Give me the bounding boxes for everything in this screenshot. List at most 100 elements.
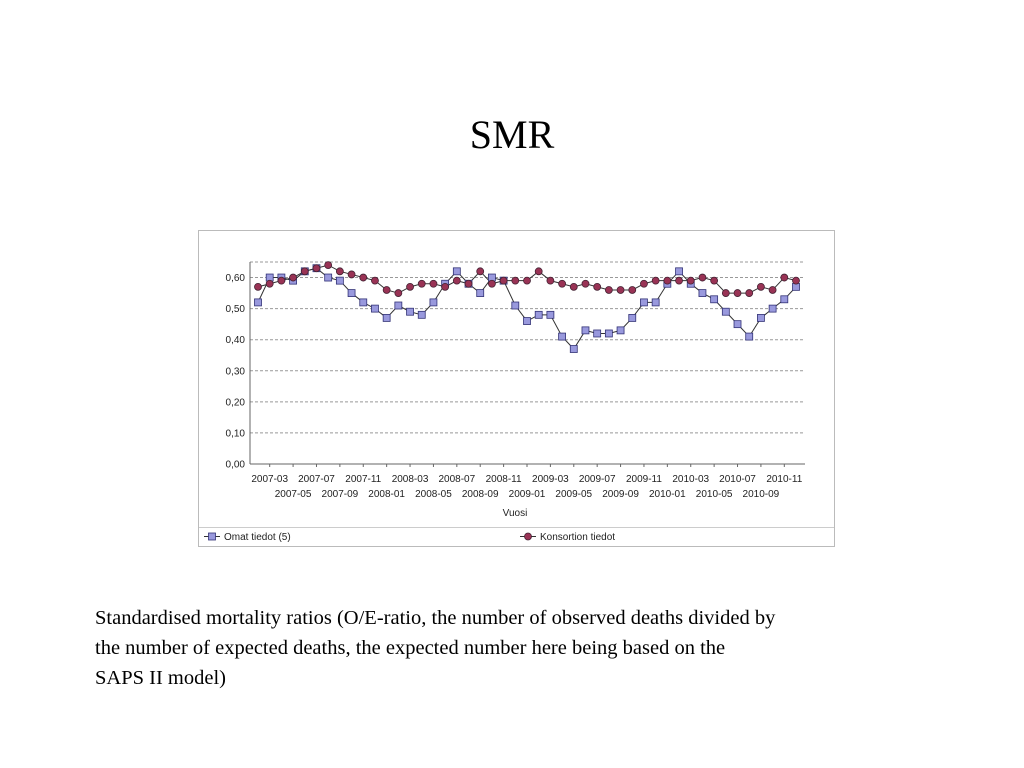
circle-marker [745,289,754,297]
circle-marker [300,267,309,276]
circle-marker [616,286,625,294]
caption-line: SAPS II model) [95,667,226,689]
legend-label: Konsortion tiedot [540,532,615,543]
y-tick-label: 0,10 [226,428,246,439]
circle-marker [394,289,403,297]
square-marker [569,345,578,353]
x-tick-label: 2010-05 [696,489,733,500]
circle-marker [335,267,344,276]
square-marker [733,320,742,329]
x-tick-label: 2008-11 [486,474,522,485]
y-tick-label: 0,30 [226,366,246,377]
square-marker [745,332,754,341]
square-marker [382,314,391,322]
circle-marker [429,279,438,288]
y-tick-label: 0,00 [226,460,246,471]
x-tick-label: 2009-05 [555,489,592,500]
square-marker [698,289,707,297]
caption-line: Standardised mortality ratios (O/E-ratio… [95,607,776,629]
square-marker [394,301,403,310]
circle-marker [277,276,286,285]
y-tick-label: 0,40 [226,335,246,346]
square-marker [780,295,789,304]
circle-marker [289,273,297,282]
x-tick-label: 2007-09 [322,489,359,500]
circle-marker [581,279,590,288]
x-tick-label: 2009-03 [532,474,569,485]
circle-marker [546,276,555,285]
circle-marker [757,282,765,291]
x-tick-label: 2008-05 [415,489,452,500]
circle-marker [511,276,520,285]
circle-marker [604,286,613,294]
x-tick-label: 2009-09 [602,489,639,500]
slide-title: SMR [470,112,555,157]
x-tick-label: 2007-03 [251,474,288,485]
square-marker [511,301,520,310]
circle-marker [371,276,379,285]
square-marker [721,307,730,316]
circle-marker [534,267,543,276]
circle-marker [710,276,719,285]
x-tick-label: 2008-07 [438,474,475,485]
circle-marker [721,289,730,297]
circle-marker [675,276,683,285]
circle-marker [452,276,461,285]
x-tick-label: 2010-03 [672,474,709,485]
x-tick-label: 2008-01 [368,489,405,500]
square-marker [476,289,485,297]
square-marker [710,295,719,304]
circle-marker [628,286,637,294]
circle-marker [524,532,532,541]
circle-marker [686,276,695,285]
circle-marker [698,273,707,282]
square-marker [417,310,426,319]
square-marker [324,273,333,282]
square-marker [429,298,438,307]
circle-marker [640,279,648,288]
circle-marker [651,276,660,285]
square-marker [452,267,461,276]
circle-marker [499,276,508,285]
circle-marker [488,279,496,288]
square-marker [546,310,555,319]
circle-marker [312,264,321,273]
x-tick-label: 2009-11 [626,474,662,485]
y-tick-label: 0,20 [226,397,246,408]
square-marker [208,532,216,541]
square-marker [335,276,344,285]
circle-marker [464,279,473,288]
circle-marker [792,276,800,285]
x-tick-label: 2009-07 [579,474,616,485]
square-marker [359,298,368,307]
square-marker [604,329,613,338]
x-axis-label: Vuosi [503,508,528,519]
x-tick-label: 2010-11 [766,474,802,485]
caption-line: the number of expected deaths, the expec… [95,637,725,659]
legend-label: Omat tiedot (5) [224,532,291,543]
x-tick-label: 2007-11 [345,474,381,485]
square-marker [768,304,777,313]
square-marker [371,304,379,313]
y-tick-label: 0,50 [226,304,246,315]
square-marker [675,267,683,276]
circle-marker [768,286,777,294]
x-tick-label: 2010-01 [649,489,686,500]
circle-marker [324,261,333,270]
circle-marker [417,279,426,288]
square-marker [254,298,262,307]
x-tick-label: 2010-09 [743,489,780,500]
circle-marker [476,267,485,276]
square-marker [406,307,414,316]
circle-marker [359,273,368,282]
square-marker [534,310,543,319]
y-tick-label: 0,60 [226,273,246,284]
x-tick-label: 2008-09 [462,489,499,500]
circle-marker [523,276,531,285]
circle-marker [382,286,391,294]
circle-marker [254,282,262,291]
x-tick-label: 2009-01 [509,489,546,500]
circle-marker [347,270,356,279]
x-tick-label: 2008-03 [392,474,429,485]
